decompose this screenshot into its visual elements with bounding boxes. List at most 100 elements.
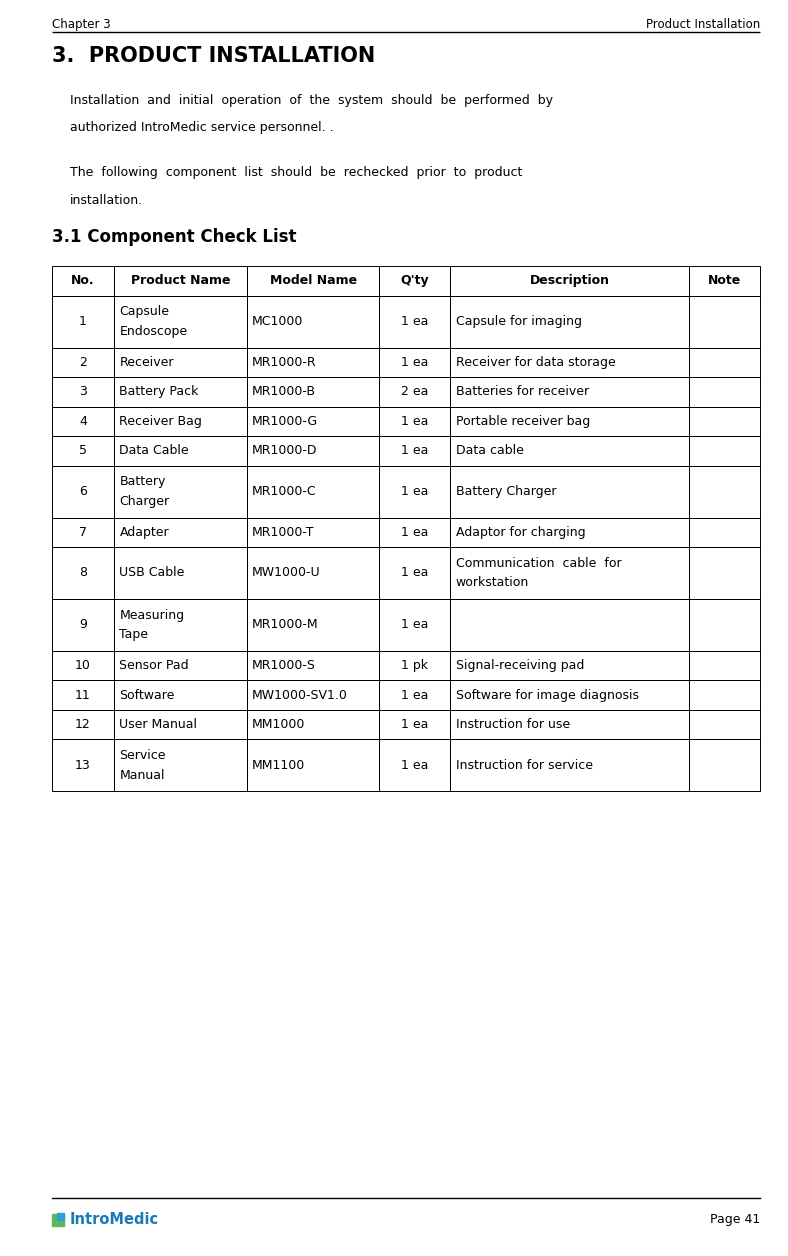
Bar xyxy=(380,517,450,548)
Text: Installation  and  initial  operation  of  the  system  should  be  performed  b: Installation and initial operation of th… xyxy=(70,94,553,107)
Bar xyxy=(52,377,114,407)
Text: 3.  PRODUCT INSTALLATION: 3. PRODUCT INSTALLATION xyxy=(52,46,375,67)
Bar xyxy=(247,466,380,517)
Text: Capsule: Capsule xyxy=(120,305,169,318)
Bar xyxy=(114,599,247,651)
Bar xyxy=(52,1215,64,1226)
Text: 1: 1 xyxy=(79,315,87,328)
Bar xyxy=(380,466,450,517)
Text: Battery Pack: Battery Pack xyxy=(120,386,199,398)
Text: Sensor Pad: Sensor Pad xyxy=(120,659,189,672)
Text: 1 ea: 1 ea xyxy=(401,566,429,579)
Bar xyxy=(114,436,247,466)
Bar xyxy=(380,407,450,436)
Bar xyxy=(690,517,760,548)
Bar xyxy=(52,348,114,377)
Bar xyxy=(380,295,450,348)
Text: 4: 4 xyxy=(79,414,87,428)
Text: 8: 8 xyxy=(79,566,87,579)
Text: MR1000-R: MR1000-R xyxy=(252,355,317,369)
Text: Instruction for service: Instruction for service xyxy=(455,759,593,772)
Bar xyxy=(52,740,114,791)
Bar xyxy=(52,466,114,517)
Text: Adapter: Adapter xyxy=(120,526,169,539)
Bar xyxy=(380,348,450,377)
Text: The  following  component  list  should  be  rechecked  prior  to  product: The following component list should be r… xyxy=(70,166,522,180)
Bar xyxy=(247,348,380,377)
Bar xyxy=(380,266,450,295)
Text: installation.: installation. xyxy=(70,193,143,207)
Bar xyxy=(450,548,690,599)
Text: 5: 5 xyxy=(79,445,87,457)
Bar xyxy=(114,266,247,295)
Text: Tape: Tape xyxy=(120,628,148,642)
Text: 7: 7 xyxy=(79,526,87,539)
Bar xyxy=(114,740,247,791)
Text: 9: 9 xyxy=(79,618,87,632)
Text: 13: 13 xyxy=(75,759,91,772)
Text: Batteries for receiver: Batteries for receiver xyxy=(455,386,589,398)
Text: Communication  cable  for: Communication cable for xyxy=(455,556,622,570)
Bar xyxy=(380,599,450,651)
Text: Receiver: Receiver xyxy=(120,355,174,369)
Text: Model Name: Model Name xyxy=(269,274,357,288)
Bar xyxy=(114,295,247,348)
Text: 6: 6 xyxy=(79,485,87,497)
Text: 2 ea: 2 ea xyxy=(401,386,429,398)
Text: 1 ea: 1 ea xyxy=(401,526,429,539)
Text: Page 41: Page 41 xyxy=(710,1213,760,1227)
Bar xyxy=(690,599,760,651)
Bar xyxy=(690,407,760,436)
Text: 10: 10 xyxy=(75,659,91,672)
Bar xyxy=(690,548,760,599)
Text: MM1000: MM1000 xyxy=(252,718,306,731)
Bar xyxy=(690,710,760,740)
Bar xyxy=(114,348,247,377)
Text: MM1100: MM1100 xyxy=(252,759,306,772)
Bar xyxy=(690,348,760,377)
Text: 2: 2 xyxy=(79,355,87,369)
Bar xyxy=(247,377,380,407)
Text: Data Cable: Data Cable xyxy=(120,445,189,457)
Bar xyxy=(52,266,114,295)
Bar xyxy=(114,407,247,436)
Text: User Manual: User Manual xyxy=(120,718,198,731)
Bar xyxy=(114,651,247,681)
Text: MR1000-C: MR1000-C xyxy=(252,485,317,497)
Bar xyxy=(247,599,380,651)
Bar xyxy=(450,740,690,791)
Bar xyxy=(114,548,247,599)
Bar xyxy=(114,377,247,407)
Bar xyxy=(450,348,690,377)
Bar xyxy=(450,681,690,710)
Text: Receiver for data storage: Receiver for data storage xyxy=(455,355,615,369)
Text: Note: Note xyxy=(708,274,742,288)
Bar xyxy=(380,651,450,681)
Bar xyxy=(247,436,380,466)
Bar xyxy=(380,710,450,740)
Bar xyxy=(450,466,690,517)
Bar xyxy=(690,740,760,791)
Text: 1 ea: 1 ea xyxy=(401,355,429,369)
Text: 1 ea: 1 ea xyxy=(401,718,429,731)
Bar xyxy=(247,407,380,436)
Bar xyxy=(52,436,114,466)
Bar xyxy=(380,681,450,710)
Bar xyxy=(690,436,760,466)
Bar xyxy=(380,377,450,407)
Bar xyxy=(380,548,450,599)
Bar xyxy=(52,407,114,436)
Bar xyxy=(52,548,114,599)
Text: 11: 11 xyxy=(75,688,91,702)
Bar xyxy=(247,681,380,710)
Bar xyxy=(52,517,114,548)
Text: MC1000: MC1000 xyxy=(252,315,303,328)
Text: 1 ea: 1 ea xyxy=(401,414,429,428)
Bar xyxy=(380,436,450,466)
Text: 1 ea: 1 ea xyxy=(401,315,429,328)
Text: MW1000-U: MW1000-U xyxy=(252,566,321,579)
Text: No.: No. xyxy=(71,274,95,288)
Text: Portable receiver bag: Portable receiver bag xyxy=(455,414,590,428)
Text: MR1000-T: MR1000-T xyxy=(252,526,314,539)
Text: Description: Description xyxy=(530,274,610,288)
